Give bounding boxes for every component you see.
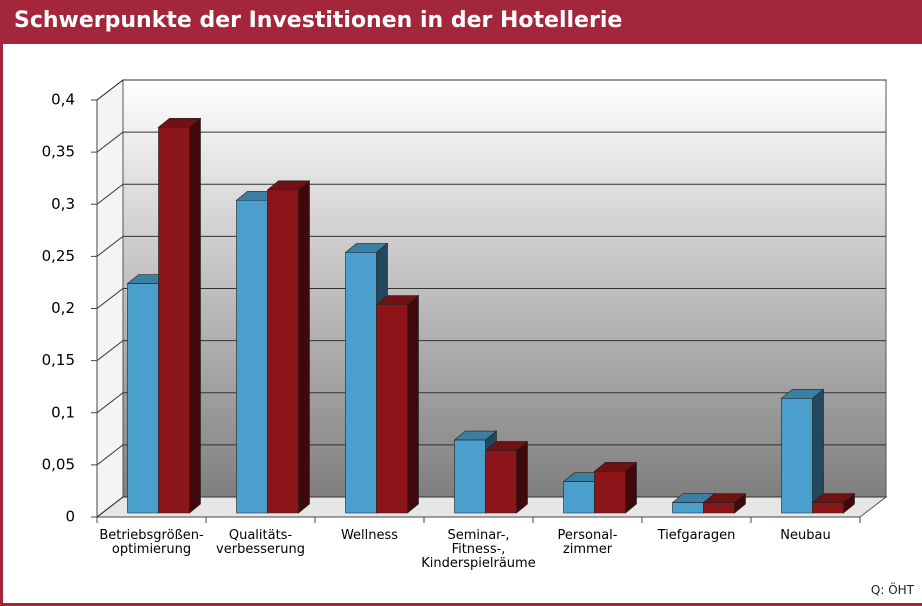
grid-line bbox=[96, 288, 886, 309]
x-tick-label: Neubau bbox=[780, 528, 831, 543]
bar bbox=[811, 492, 856, 514]
bar bbox=[702, 492, 747, 514]
y-tick-label: 0,1 bbox=[51, 403, 75, 421]
bar-front bbox=[454, 439, 486, 514]
bar-side bbox=[189, 117, 201, 514]
chart-title: Schwerpunkte der Investitionen in der Ho… bbox=[14, 8, 623, 33]
grid-line bbox=[96, 392, 886, 414]
y-tick-label: 0,35 bbox=[42, 143, 75, 161]
bar bbox=[266, 180, 311, 514]
bar-front bbox=[376, 304, 408, 514]
bar-side bbox=[516, 440, 528, 514]
bar-front bbox=[345, 252, 377, 514]
grid-line bbox=[96, 340, 886, 362]
bar bbox=[375, 294, 420, 514]
bar bbox=[593, 461, 638, 514]
title-bar: Schwerpunkte der Investitionen in der Ho… bbox=[0, 0, 922, 44]
x-tick-label: Wellness bbox=[340, 528, 399, 543]
bar-front bbox=[158, 126, 190, 514]
y-tick-label: 0,3 bbox=[51, 195, 75, 213]
bar-side bbox=[298, 180, 310, 514]
bar-front bbox=[267, 189, 299, 514]
grid-line bbox=[96, 183, 886, 205]
bar-front bbox=[563, 481, 595, 514]
y-tick-label: 0 bbox=[65, 508, 75, 526]
bar-front bbox=[672, 502, 704, 514]
x-tick-label: Personal- zimmer bbox=[557, 528, 618, 557]
bar bbox=[484, 440, 529, 514]
bar-front bbox=[703, 502, 735, 514]
bar bbox=[780, 388, 825, 514]
y-tick-label: 0,05 bbox=[42, 455, 75, 473]
y-tick-label: 0,2 bbox=[51, 299, 75, 317]
grid-line bbox=[96, 444, 886, 466]
bar-front bbox=[594, 470, 626, 514]
grid-line bbox=[96, 131, 886, 153]
bar-front bbox=[781, 398, 813, 514]
y-tick-label: 0,4 bbox=[51, 91, 75, 109]
bar-side bbox=[407, 294, 419, 514]
bar bbox=[157, 117, 202, 514]
bar-side bbox=[812, 388, 824, 514]
x-tick-label: Betriebsgrößen- optimierung bbox=[99, 528, 204, 557]
grid-line bbox=[96, 79, 886, 101]
bar-front bbox=[485, 450, 517, 514]
x-tick-label: Seminar-, Fitness-, Kinderspielräume bbox=[421, 528, 536, 571]
bar-front bbox=[127, 283, 159, 514]
bar-front bbox=[236, 199, 268, 514]
x-tick-label: Qualitäts- verbesserung bbox=[216, 528, 305, 557]
y-tick-label: 0,15 bbox=[42, 351, 75, 369]
source: Q: ÖHT bbox=[870, 583, 914, 597]
grid-line bbox=[96, 235, 886, 257]
frame bbox=[0, 44, 922, 606]
y-tick-label: 0,25 bbox=[42, 247, 75, 265]
bar-front bbox=[812, 502, 844, 514]
x-tick-label: Tiefgaragen bbox=[657, 528, 736, 543]
